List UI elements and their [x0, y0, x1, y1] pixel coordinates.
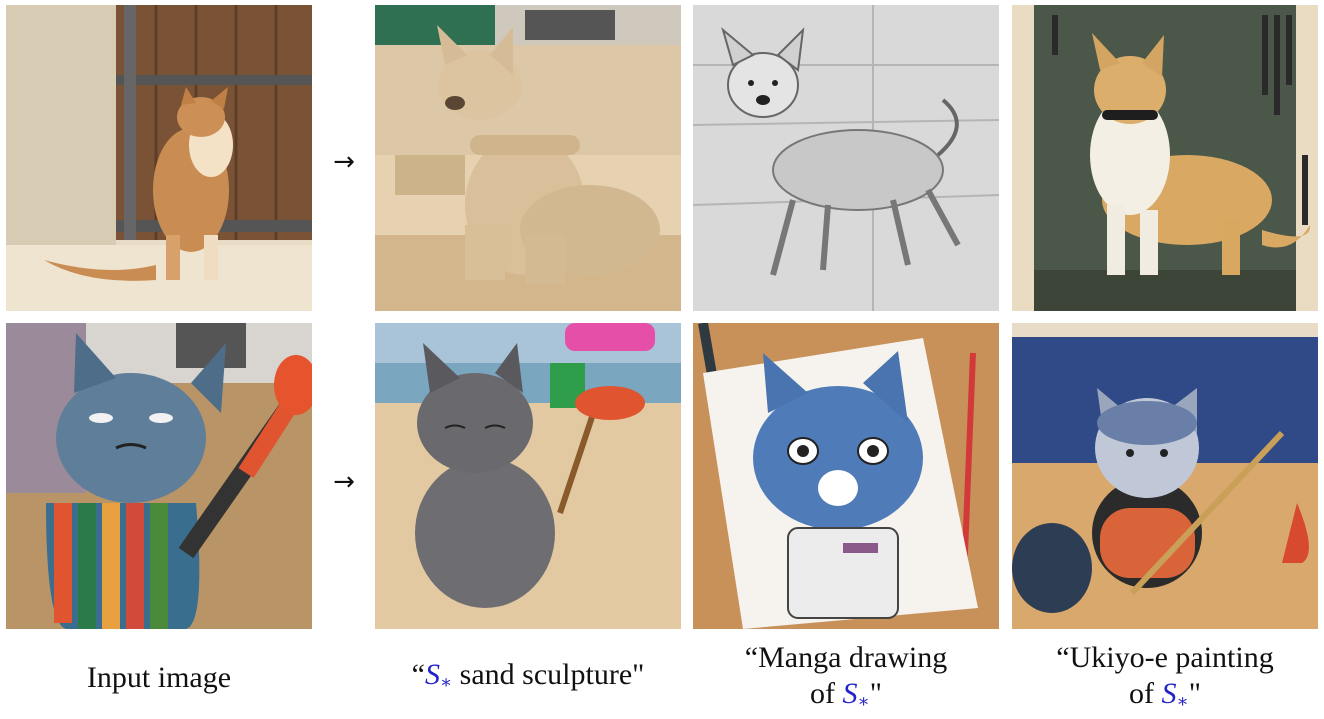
caption-ukiyo-line-2: of S∗": [1129, 677, 1201, 711]
open-quote: “: [411, 658, 425, 691]
token-s-star: S∗: [424, 658, 453, 692]
dog-pencil-sketch-illustration: [693, 5, 999, 311]
caption-input-image: Input image: [86, 661, 232, 694]
token-s-star: S∗: [1161, 677, 1189, 711]
caption-manga-line-2: of S∗": [810, 677, 882, 711]
input-image-dog: [6, 5, 312, 311]
cat-ukiyo-e-illustration: [1012, 323, 1318, 629]
arrow-row-2: →: [333, 467, 355, 497]
caption-manga-line-1: “Manga drawing: [744, 641, 948, 674]
caption-ukiyo-e-painting: “Ukiyo-e painting of S∗": [1012, 640, 1318, 719]
arrow-row-1: →: [333, 147, 355, 177]
dog-sand-sculpture-illustration: [375, 5, 681, 311]
output-cat-sand-sculpture: [375, 323, 681, 629]
caption-sand-sculpture: “S∗ sand sculpture": [360, 657, 696, 700]
input-image-cat-figurine: [6, 323, 312, 629]
caption-manga-drawing: “Manga drawing of S∗": [693, 640, 999, 719]
output-cat-ukiyo-e: [1012, 323, 1318, 629]
output-dog-pencil-sketch: [693, 5, 999, 311]
output-dog-sand-sculpture: [375, 5, 681, 311]
dog-ukiyo-e-illustration: [1012, 5, 1318, 311]
caption-sand-sculpture-text: sand sculpture": [452, 658, 645, 691]
output-cat-manga-drawing: [693, 323, 999, 629]
token-s-star: S∗: [842, 677, 870, 711]
caption-ukiyo-line-1: “Ukiyo-e painting: [1056, 641, 1274, 674]
output-dog-ukiyo-e: [1012, 5, 1318, 311]
cat-figurine-photo-illustration: [6, 323, 312, 629]
cat-manga-drawing-illustration: [693, 323, 999, 629]
dog-photo-illustration: [6, 5, 312, 311]
cat-sand-sculpture-illustration: [375, 323, 681, 629]
